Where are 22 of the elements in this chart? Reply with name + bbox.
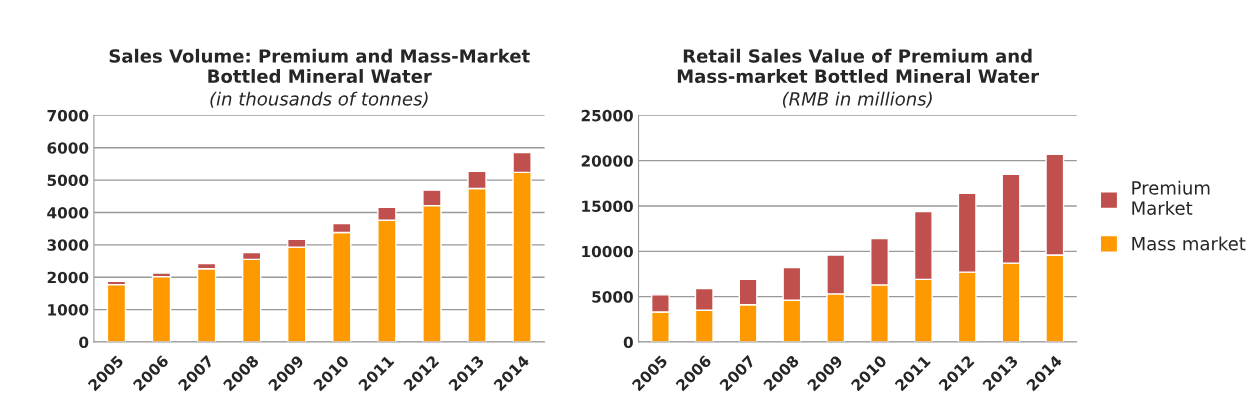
bar — [151, 275, 172, 342]
y-tick-label: 0 — [623, 336, 633, 348]
y-tick-label: 7000 — [47, 109, 89, 122]
y-tick-label: 15000 — [582, 200, 633, 213]
chart-title: Retail Sales Value of Premium and Mass-market Bottled Mineral Water — [677, 48, 1039, 84]
y-tick-label: 4000 — [47, 206, 89, 219]
chart-subtitle: (RMB in millions) — [782, 91, 932, 108]
legend-label: Premium Market — [1132, 180, 1210, 215]
y-tick-label: 25000 — [581, 109, 633, 122]
y-tick-label: 20000 — [581, 155, 633, 167]
y-tick-label: 6000 — [47, 142, 89, 154]
y-tick-label: 10000 — [582, 245, 633, 258]
y-tick-label: 3000 — [47, 239, 89, 251]
y-tick-label: 1000 — [48, 304, 89, 316]
legend-label: Mass market — [1132, 236, 1246, 251]
y-tick-label: 5000 — [592, 291, 633, 303]
bar — [106, 283, 127, 342]
y-tick-label: 2000 — [47, 271, 89, 284]
chart-subtitle: (in thousands of tonnes) — [210, 91, 428, 108]
y-tick-label: 5000 — [47, 174, 89, 187]
y-tick-label: 0 — [79, 336, 89, 348]
chart-title: Sales Volume: Premium and Mass-Market Bottled Mineral Water — [109, 48, 530, 84]
